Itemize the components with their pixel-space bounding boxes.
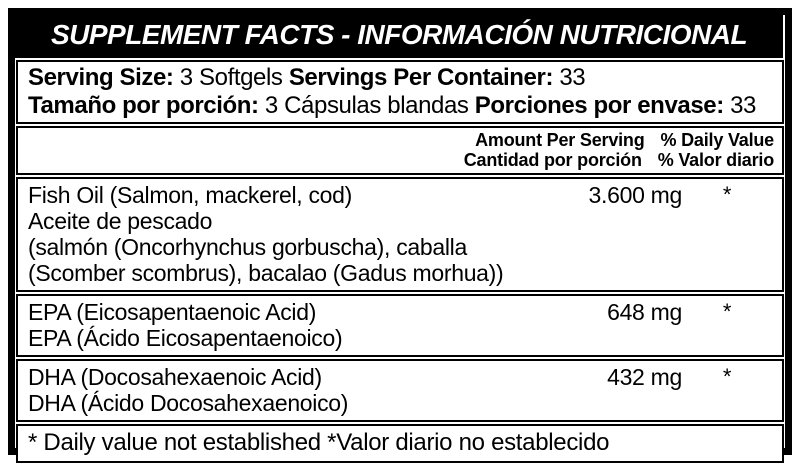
- column-header-line-es: Cantidad por porción % Valor diario: [28, 150, 774, 170]
- nutrient-amount: 3.600 mg: [588, 182, 683, 208]
- serving-line-en: Serving Size: 3 Softgels Servings Per Co…: [28, 64, 772, 92]
- nutrient-name-line: DHA (Docosahexaenoic Acid): [28, 364, 322, 390]
- panel-title: SUPPLEMENT FACTS - INFORMACIÓN NUTRICION…: [50, 19, 748, 50]
- daily-value-footnote: * Daily value not established *Valor dia…: [28, 429, 610, 456]
- nutrient-daily-value: *: [722, 364, 732, 389]
- nutrient-row-dha: DHA (Docosahexaenoic Acid) 432 mg * DHA …: [16, 359, 784, 422]
- nutrient-daily-value: *: [722, 299, 732, 324]
- serving-size-label: Serving Size:: [28, 64, 174, 91]
- nutrient-name-line: (salmón (Oncorhynchus gorbuscha), caball…: [28, 234, 467, 260]
- nutrient-row-fish-oil: Fish Oil (Salmon, mackerel, cod) 3.600 m…: [16, 177, 784, 292]
- nutrient-row-epa: EPA (Eicosapentaenoic Acid) 648 mg * EPA…: [16, 294, 784, 357]
- nutrient-daily-value: *: [722, 182, 732, 207]
- nutrient-name-line: Aceite de pescado: [28, 208, 213, 234]
- amount-per-serving-header: Amount Per Serving: [475, 130, 645, 150]
- serving-size-value: 3 Softgels: [179, 64, 283, 91]
- daily-value-header-es: % Valor diario: [657, 150, 774, 170]
- servings-per-container-value: 33: [559, 64, 586, 91]
- amount-per-serving-header-es: Cantidad por porción: [463, 150, 642, 170]
- servings-per-container-label-es: Porciones por envase:: [474, 92, 724, 119]
- nutrient-name-line: EPA (Ácido Eicosapentaenoico): [28, 325, 343, 351]
- nutrient-amount: 648 mg: [607, 299, 682, 325]
- column-header-line-en: Amount Per Serving % Daily Value: [28, 130, 774, 150]
- serving-line-es: Tamaño por porción: 3 Cápsulas blandas P…: [28, 92, 772, 120]
- nutrient-name-line: EPA (Eicosapentaenoic Acid): [28, 299, 317, 325]
- serving-info-section: Serving Size: 3 Softgels Servings Per Co…: [16, 60, 784, 124]
- nutrient-name-line: (Scomber scombrus), bacalao (Gadus morhu…: [28, 260, 504, 286]
- nutrient-name-line: DHA (Ácido Docosahexaenoico): [28, 390, 349, 416]
- supplement-facts-panel: SUPPLEMENT FACTS - INFORMACIÓN NUTRICION…: [8, 8, 792, 463]
- daily-value-header: % Daily Value: [660, 130, 775, 150]
- serving-size-label-es: Tamaño por porción:: [28, 92, 259, 119]
- nutrient-name-line: Fish Oil (Salmon, mackerel, cod): [28, 182, 352, 208]
- serving-size-value-es: 3 Cápsulas blandas: [264, 92, 469, 119]
- footnote-section: * Daily value not established *Valor dia…: [16, 424, 784, 463]
- panel-title-bar: SUPPLEMENT FACTS - INFORMACIÓN NUTRICION…: [15, 15, 783, 58]
- servings-per-container-label: Servings Per Container:: [288, 64, 554, 91]
- servings-per-container-value-es: 33: [730, 92, 757, 119]
- column-header-section: Amount Per Serving % Daily Value Cantida…: [16, 126, 784, 175]
- nutrient-amount: 432 mg: [607, 364, 682, 390]
